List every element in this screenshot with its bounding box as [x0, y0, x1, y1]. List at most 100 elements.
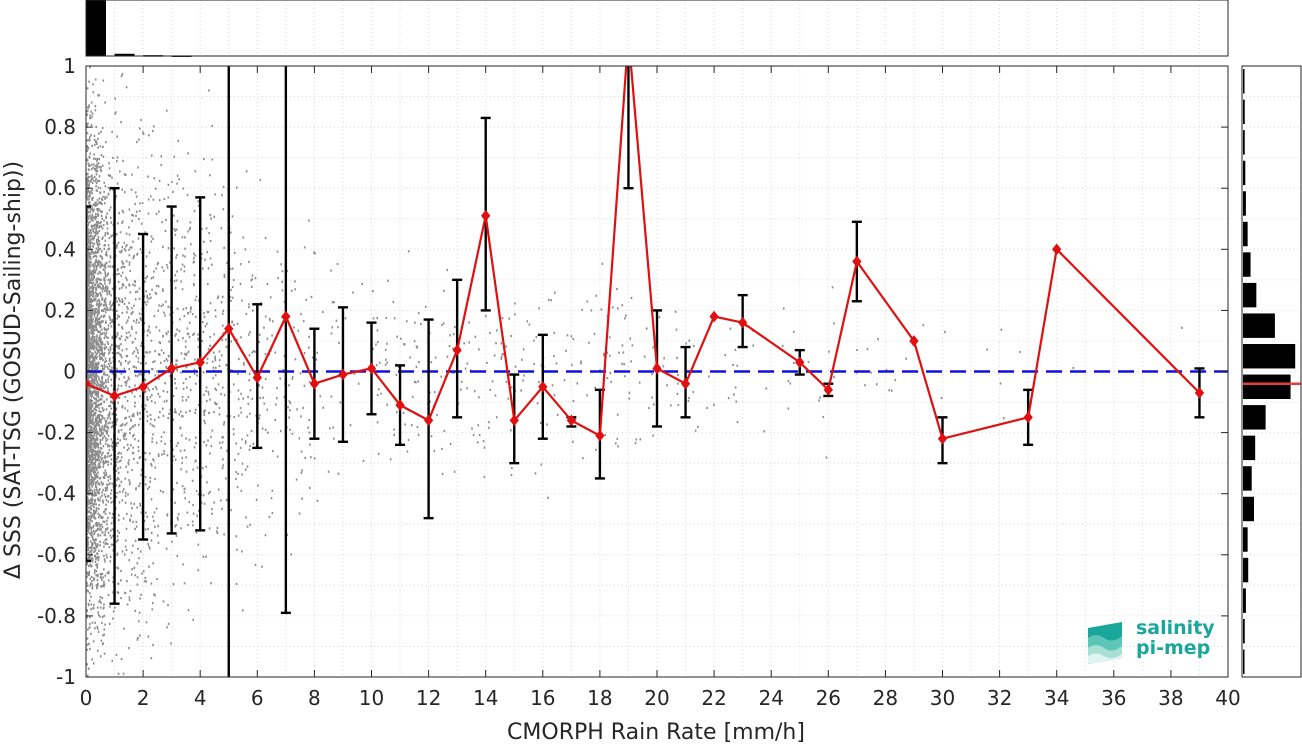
scatter-point [335, 319, 338, 322]
scatter-point [89, 164, 91, 167]
scatter-point [207, 348, 210, 351]
scatter-point [99, 446, 102, 450]
scatter-point [688, 339, 691, 342]
scatter-point [166, 513, 169, 516]
scatter-point [101, 384, 104, 388]
scatter-point [89, 245, 92, 248]
scatter-point [103, 219, 105, 222]
scatter-point [99, 515, 102, 518]
scatter-point [100, 384, 103, 388]
scatter-point [114, 606, 116, 609]
scatter-point [413, 340, 416, 343]
scatter-point [124, 360, 127, 363]
scatter-point [86, 400, 89, 403]
scatter-point [87, 350, 89, 354]
scatter-point [123, 265, 126, 269]
scatter-point [97, 499, 100, 502]
scatter-point [101, 320, 103, 323]
scatter-point [102, 343, 104, 346]
scatter-point [97, 323, 100, 326]
scatter-point [128, 208, 131, 211]
scatter-point [135, 355, 138, 358]
scatter-point [99, 442, 102, 446]
scatter-point [94, 251, 97, 254]
scatter-point [97, 449, 100, 452]
scatter-point [288, 416, 290, 419]
scatter-point [617, 307, 619, 310]
scatter-point [89, 418, 92, 421]
scatter-point [107, 327, 110, 330]
scatter-point [205, 555, 207, 558]
grid-lines [85, 0, 1302, 678]
scatter-point [140, 511, 143, 514]
scatter-point [218, 350, 221, 353]
scatter-point [132, 257, 135, 260]
scatter-point [154, 594, 156, 597]
scatter-point [108, 365, 111, 368]
scatter-point [119, 231, 122, 234]
scatter-point [101, 494, 103, 497]
scatter-point [91, 345, 94, 349]
scatter-point [106, 486, 108, 489]
scatter-point [128, 367, 130, 371]
scatter-point [92, 270, 95, 273]
scatter-point [89, 66, 91, 69]
scatter-point [95, 173, 98, 176]
scatter-point [101, 227, 104, 230]
scatter-point [111, 351, 114, 355]
scatter-point [112, 500, 114, 503]
scatter-point [123, 248, 126, 251]
scatter-point [248, 306, 250, 309]
scatter-point [105, 459, 107, 463]
scatter-point [98, 549, 100, 552]
scatter-point [97, 454, 99, 457]
scatter-point [90, 488, 92, 492]
scatter-point [96, 625, 99, 629]
scatter-point [150, 339, 153, 342]
scatter-point [407, 250, 410, 253]
scatter-point [471, 427, 473, 430]
scatter-point [281, 280, 283, 283]
scatter-point [86, 316, 89, 319]
scatter-point [157, 374, 160, 377]
scatter-point [194, 408, 197, 411]
scatter-point [96, 416, 99, 420]
scatter-point [115, 408, 118, 411]
scatter-point [92, 640, 95, 643]
scatter-point [189, 388, 192, 392]
series-marker [423, 414, 434, 427]
scatter-point [97, 362, 100, 365]
scatter-point [128, 331, 130, 334]
scatter-point [149, 547, 151, 550]
scatter-point [87, 284, 89, 287]
scatter-point [93, 359, 96, 362]
scatter-point [692, 390, 695, 394]
scatter-point [90, 276, 93, 279]
scatter-point [187, 609, 190, 612]
scatter-point [109, 300, 112, 303]
scatter-point [86, 615, 88, 618]
scatter-point [174, 501, 176, 504]
scatter-point [150, 498, 153, 501]
scatter-point [125, 286, 127, 289]
scatter-point [87, 489, 90, 492]
scatter-point [433, 391, 436, 394]
scatter-point [522, 379, 524, 382]
scatter-point [87, 349, 90, 352]
scatter-point [86, 225, 89, 228]
scatter-point [93, 227, 96, 230]
scatter-point [563, 379, 566, 382]
scatter-point [87, 222, 90, 225]
scatter-point [88, 347, 91, 350]
scatter-point [124, 407, 126, 410]
scatter-point [101, 525, 104, 529]
scatter-point [109, 255, 112, 258]
scatter-point [103, 308, 105, 311]
scatter-point [114, 112, 116, 115]
scatter-point [88, 80, 90, 83]
scatter-point [86, 540, 89, 543]
scatter-point [194, 298, 197, 301]
scatter-point [104, 232, 107, 235]
scatter-point [103, 417, 106, 420]
scatter-point [98, 378, 100, 382]
